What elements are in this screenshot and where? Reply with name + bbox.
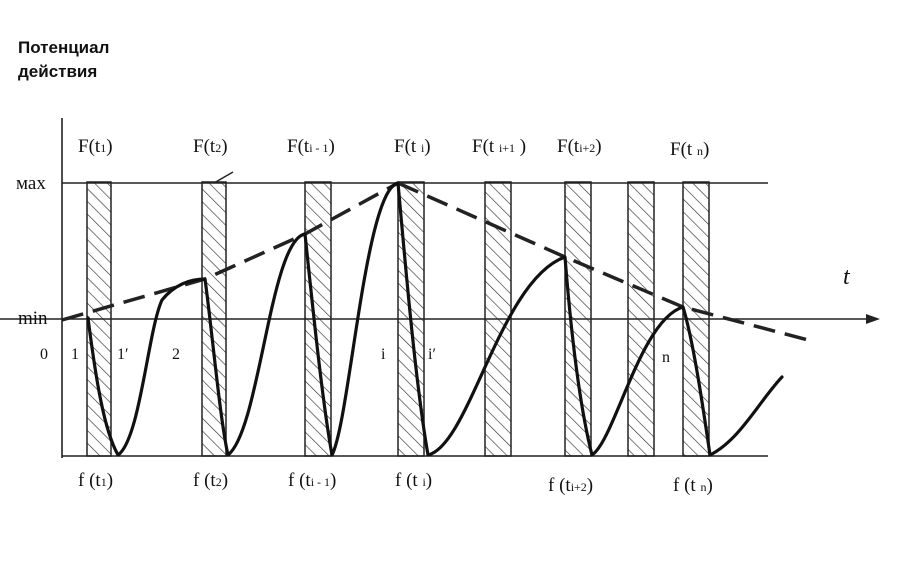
top-label-F-tn: F(t n) bbox=[670, 139, 709, 160]
y-axis-title-line1: Потенциал bbox=[18, 38, 110, 57]
top-label-F-t2: F(t2) bbox=[193, 136, 228, 157]
interval-label: i′ bbox=[428, 346, 436, 363]
y-axis-title-line2: действия bbox=[18, 62, 98, 81]
bottom-label-f-ti: f (t i) bbox=[395, 470, 432, 491]
max-tick bbox=[213, 171, 234, 184]
time-axis-arrow bbox=[866, 314, 880, 324]
top-label-F-ti+2: F(ti+2) bbox=[557, 136, 602, 157]
top-label-F-ti: F(t i) bbox=[394, 136, 431, 157]
top-label-F-ti+1: F(t i+1 ) bbox=[472, 136, 526, 157]
bottom-label-f-ti-1: f (ti - 1) bbox=[288, 470, 336, 491]
max-level-label: мах bbox=[16, 173, 46, 194]
rising-envelope bbox=[61, 181, 399, 322]
interval-label: 1′ bbox=[117, 346, 129, 363]
bottom-label-f-ti+2: f (ti+2) bbox=[548, 475, 593, 496]
interval-label: 0 bbox=[40, 346, 48, 363]
bottom-label-f-t2: f (t2) bbox=[193, 470, 228, 491]
bottom-label-f-t1: f (t1) bbox=[78, 470, 113, 491]
time-axis-label: t bbox=[843, 264, 851, 290]
top-label-F-ti-1: F(ti - 1) bbox=[287, 136, 335, 157]
top-label-F-t1: F(t1) bbox=[78, 136, 113, 157]
bottom-label-f-tn: f (t n) bbox=[673, 475, 713, 496]
interval-label: 2 bbox=[172, 346, 180, 363]
falling-envelope bbox=[397, 181, 813, 343]
min-level-label: min bbox=[18, 308, 48, 329]
interval-label: n bbox=[662, 349, 670, 366]
interval-label: i bbox=[381, 346, 386, 363]
action-potential-curve bbox=[86, 181, 784, 457]
interval-label: 1 bbox=[71, 346, 79, 363]
